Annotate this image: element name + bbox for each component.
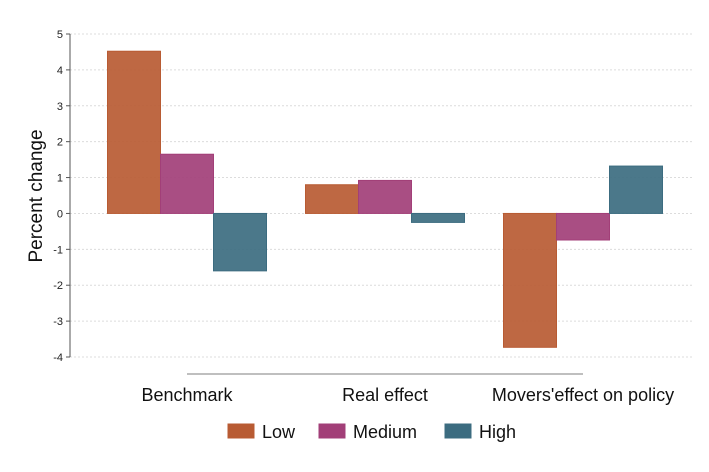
y-tick-label: -3 <box>53 316 63 328</box>
legend-item-high: High <box>444 422 516 442</box>
bar-high-1 <box>213 212 267 272</box>
y-tick-label: 2 <box>57 137 63 149</box>
bar-medium-3 <box>556 212 610 241</box>
legend-swatch <box>318 423 346 439</box>
bars <box>107 50 663 348</box>
legend-item-low: Low <box>227 422 296 442</box>
y-tick-label: 3 <box>57 101 63 113</box>
y-tick-label: -4 <box>53 352 63 364</box>
y-tick-label: 5 <box>57 29 63 41</box>
legend: Low Medium High <box>227 422 516 442</box>
y-tick-label: 4 <box>57 65 63 77</box>
y-tick-label: -2 <box>53 280 63 292</box>
x-tick-label: Benchmark <box>141 385 233 405</box>
bar-medium-2 <box>358 179 412 214</box>
y-axis-title: Percent change <box>26 129 47 262</box>
bar-low-1 <box>107 50 161 214</box>
bar-high-3 <box>609 165 663 214</box>
bar-high-2 <box>411 212 465 223</box>
x-tick-label: Real effect <box>342 385 428 405</box>
legend-label: Medium <box>353 422 417 442</box>
legend-swatch <box>227 423 255 439</box>
bar-low-2 <box>305 184 359 214</box>
legend-item-medium: Medium <box>318 422 417 442</box>
x-tick-label: Movers'effect on policy <box>492 385 674 405</box>
bar-low-3 <box>503 212 557 348</box>
y-axis: -4 -3 -2 -1 0 1 2 3 4 5 <box>53 29 71 364</box>
bar-medium-1 <box>160 153 214 214</box>
legend-label: High <box>479 422 516 442</box>
y-tick-label: 0 <box>57 208 63 220</box>
y-tick-label: -1 <box>53 244 63 256</box>
y-tick-label: 1 <box>57 173 63 185</box>
legend-swatch <box>444 423 472 439</box>
legend-label: Low <box>262 422 296 442</box>
x-axis: Benchmark Real effect Movers'effect on pol… <box>141 373 674 405</box>
